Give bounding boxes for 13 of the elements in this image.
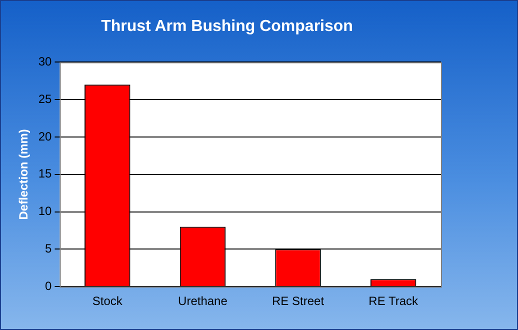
x-tick-label: Stock bbox=[92, 294, 124, 308]
y-tick-label: 25 bbox=[38, 92, 52, 106]
y-tick-label: 5 bbox=[45, 242, 52, 256]
chart-title: Thrust Arm Bushing Comparison bbox=[101, 18, 353, 36]
y-tick-label: 10 bbox=[38, 204, 52, 218]
y-axis-title: Deflection (mm) bbox=[16, 129, 31, 220]
y-tick-label: 0 bbox=[45, 278, 52, 293]
x-tick-label: Urethane bbox=[178, 294, 228, 308]
y-tick-label: 20 bbox=[38, 129, 52, 144]
x-tick-label: RE Track bbox=[368, 294, 420, 308]
x-tick-label: RE Street bbox=[272, 294, 325, 308]
y-tick-label: 30 bbox=[38, 54, 52, 69]
y-tick-label: 15 bbox=[38, 166, 52, 181]
